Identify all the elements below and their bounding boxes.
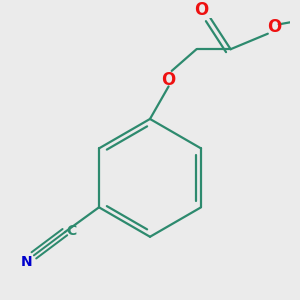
Text: O: O: [267, 19, 281, 37]
Text: N: N: [20, 255, 32, 268]
Text: C: C: [66, 224, 76, 238]
Text: O: O: [194, 2, 208, 20]
Text: O: O: [161, 71, 176, 89]
